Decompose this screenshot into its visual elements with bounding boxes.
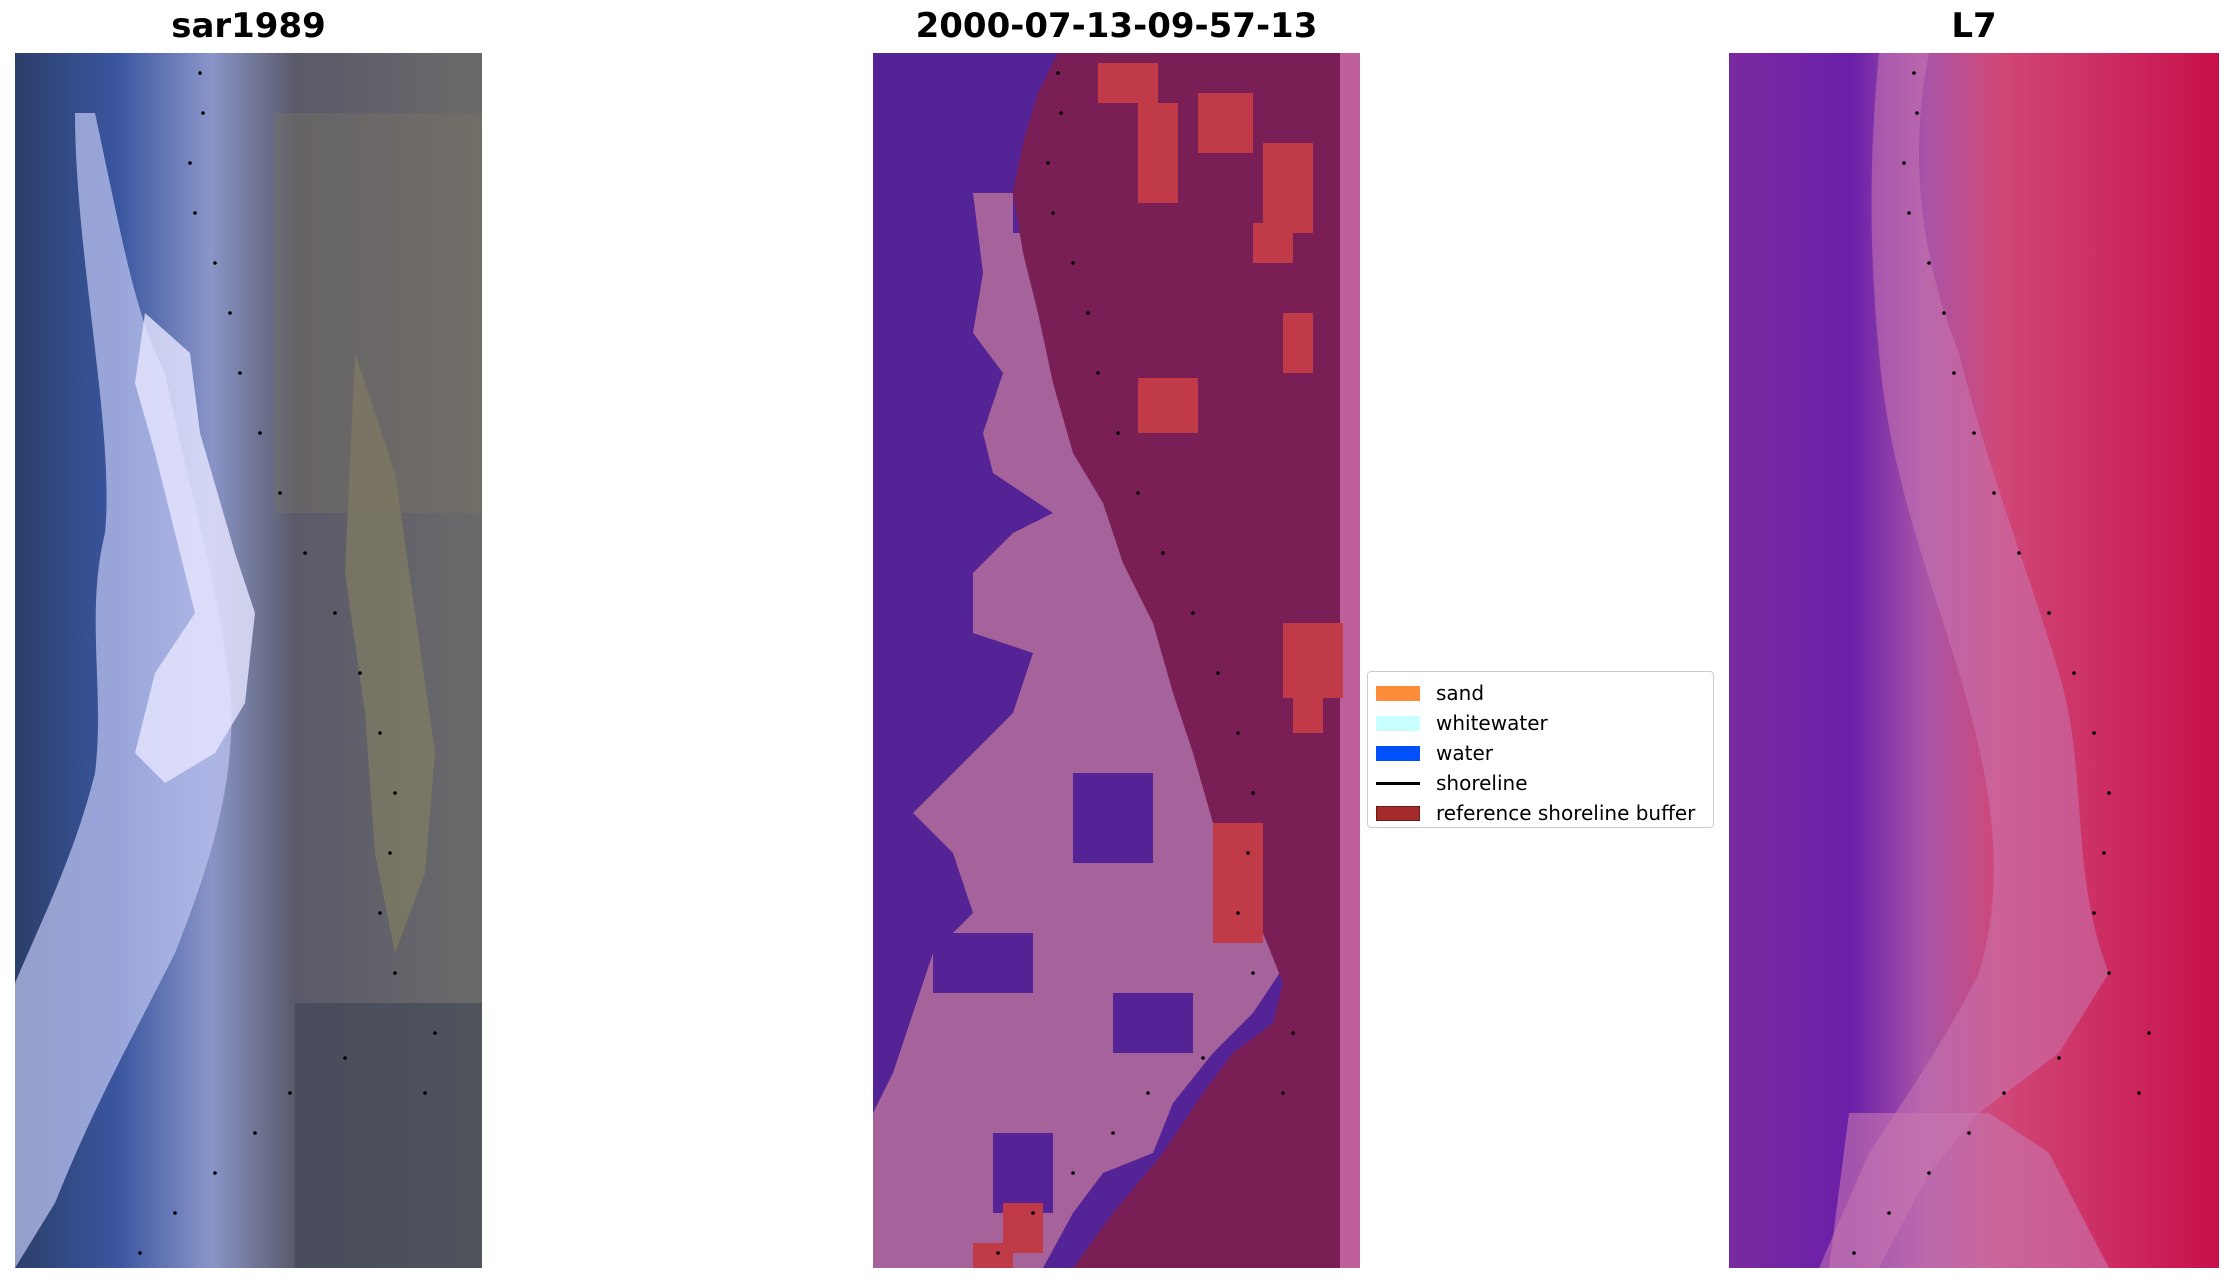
legend-item-water: water bbox=[1376, 738, 1703, 768]
legend-label: reference shoreline buffer bbox=[1436, 801, 1696, 825]
buffer-patches bbox=[973, 63, 1343, 1268]
l7-image-panel bbox=[1729, 53, 2219, 1268]
legend-label: shoreline bbox=[1436, 771, 1528, 795]
panel-title-l7: L7 bbox=[1951, 6, 1997, 46]
rgb-image-panel bbox=[15, 53, 482, 1268]
legend-swatch-water bbox=[1376, 745, 1420, 761]
panel-title-sar1989: sar1989 bbox=[171, 6, 326, 46]
legend: sand whitewater water shoreline referenc… bbox=[1367, 671, 1714, 828]
legend-item-shoreline: shoreline bbox=[1376, 768, 1703, 798]
shoreline-dots bbox=[138, 71, 437, 1255]
classification-image bbox=[873, 53, 1360, 1268]
rgb-image bbox=[15, 53, 482, 1268]
panel-title-classification: 2000-07-13-09-57-13 bbox=[915, 6, 1318, 46]
legend-item-sand: sand bbox=[1376, 678, 1703, 708]
legend-item-whitewater: whitewater bbox=[1376, 708, 1703, 738]
classification-panel bbox=[873, 53, 1360, 1268]
legend-line-shoreline bbox=[1376, 781, 1420, 785]
legend-label: whitewater bbox=[1436, 711, 1548, 735]
legend-swatch-buffer bbox=[1376, 805, 1420, 821]
l7-image bbox=[1729, 53, 2219, 1268]
legend-item-reference-shoreline-buffer: reference shoreline buffer bbox=[1376, 798, 1703, 828]
legend-swatch-whitewater bbox=[1376, 715, 1420, 731]
legend-label: sand bbox=[1436, 681, 1485, 705]
legend-swatch-sand bbox=[1376, 685, 1420, 701]
legend-label: water bbox=[1436, 741, 1493, 765]
